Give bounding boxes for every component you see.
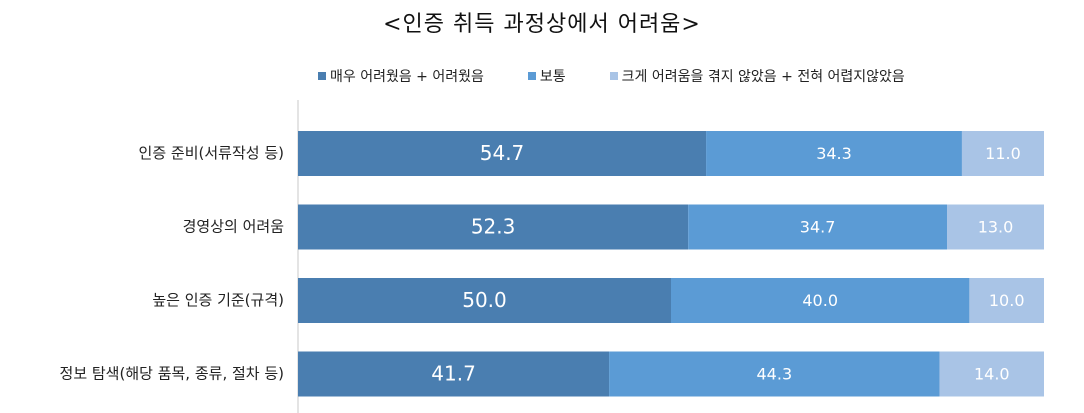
bar-segment-normal <box>688 204 948 250</box>
bar-segment-not-difficult <box>947 204 1044 250</box>
data-label-not-difficult: 10.0 <box>989 291 1025 310</box>
bar-segment-not-difficult <box>961 131 1044 176</box>
bar-segment-normal <box>706 131 962 176</box>
data-label-not-difficult: 14.0 <box>974 365 1010 384</box>
data-label-not-difficult: 13.0 <box>978 218 1014 237</box>
bar-segment-not-difficult <box>939 351 1044 397</box>
category-label: 인증 준비(서류작성 등) <box>139 144 284 162</box>
data-label-difficult: 41.7 <box>431 362 476 386</box>
legend-item-not-difficult: 크게 어려움을 겪지 않았음 + 전혀 어렵지않았음 <box>609 66 905 86</box>
legend-swatch-difficult <box>318 72 326 80</box>
data-label-not-difficult: 11.0 <box>985 144 1021 163</box>
chart-title: <인증 취득 과정상에서 어려움> <box>383 12 701 37</box>
data-label-normal: 34.7 <box>800 218 836 237</box>
bar-segment-normal <box>671 278 970 323</box>
data-label-difficult: 54.7 <box>480 141 525 165</box>
bar-segment-difficult <box>298 278 671 323</box>
legend: 매우 어려웠음 + 어려웠음 보통 크게 어려움을 겪지 않았음 + 전혀 어렵… <box>318 66 905 86</box>
data-label-normal: 44.3 <box>757 365 793 384</box>
data-label-normal: 40.0 <box>802 291 838 310</box>
bar-segment-not-difficult <box>969 278 1044 323</box>
legend-item-normal: 보통 <box>527 66 566 86</box>
category-label: 높은 인증 기준(규격) <box>152 291 284 309</box>
legend-label-difficult: 매우 어려웠음 + 어려웠음 <box>330 69 484 85</box>
bar-segment-difficult <box>298 131 707 176</box>
legend-label-not-difficult: 크게 어려움을 겪지 않았음 + 전혀 어렵지않았음 <box>621 69 905 85</box>
legend-item-difficult: 매우 어려웠음 + 어려웠음 <box>318 66 484 86</box>
legend-swatch-not-difficult <box>609 72 618 80</box>
bar-segment-normal <box>609 351 940 397</box>
data-label-difficult: 52.3 <box>471 215 516 239</box>
bar-segment-difficult <box>298 204 689 250</box>
category-label: 경영상의 어려움 <box>183 218 284 236</box>
category-label: 정보 탐색(해당 품목, 종류, 절차 등) <box>60 365 284 383</box>
legend-label-normal: 보통 <box>539 69 566 85</box>
data-label-normal: 34.3 <box>816 144 852 163</box>
bar-segment-difficult <box>298 351 610 397</box>
data-label-difficult: 50.0 <box>462 288 507 312</box>
legend-swatch-normal <box>527 72 536 80</box>
